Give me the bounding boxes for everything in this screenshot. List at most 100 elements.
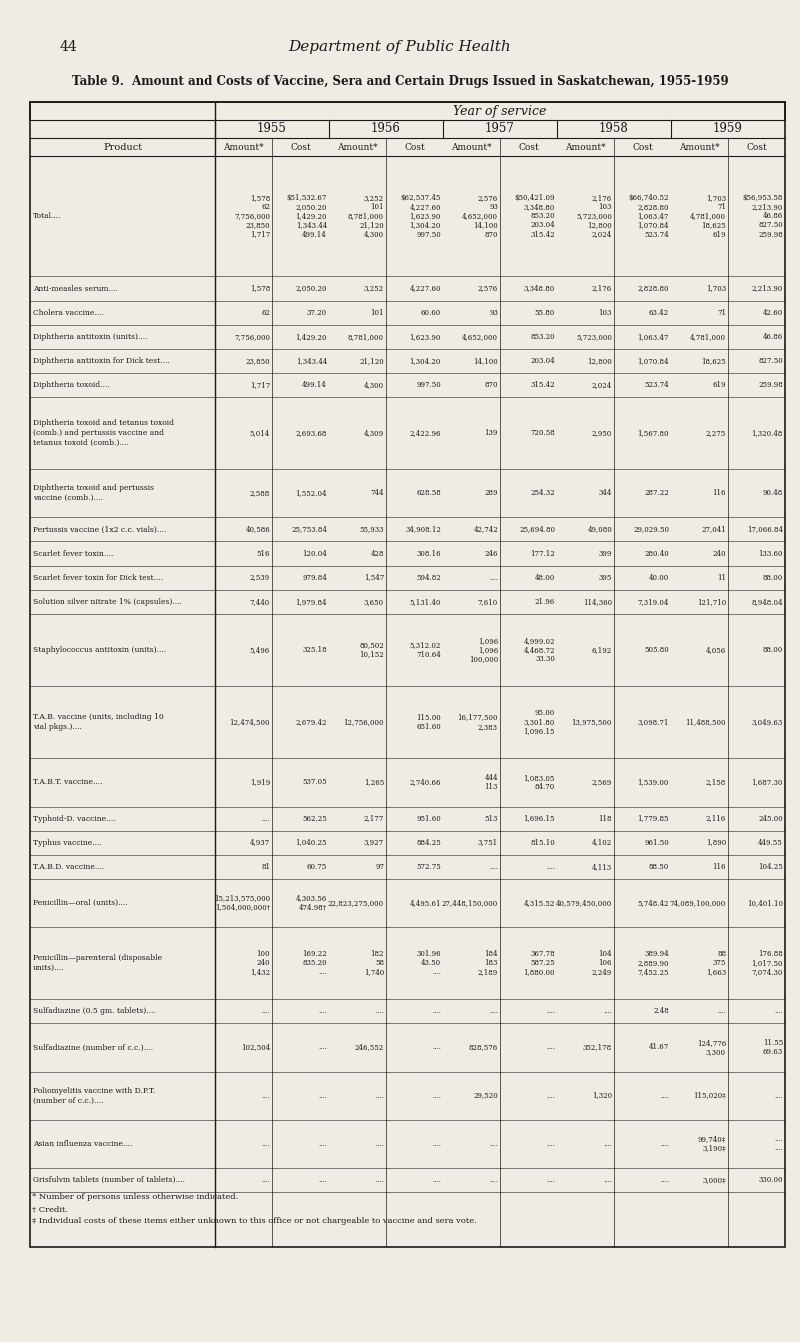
Text: 3,751: 3,751: [478, 839, 498, 847]
Text: 3,650: 3,650: [364, 597, 384, 605]
Text: 42,742: 42,742: [474, 526, 498, 533]
Text: 12,474,500: 12,474,500: [230, 718, 270, 726]
Text: 5,496: 5,496: [250, 646, 270, 654]
Text: 1,567.80: 1,567.80: [638, 429, 669, 437]
Text: 90.48: 90.48: [762, 490, 783, 498]
Text: ....: ....: [489, 1139, 498, 1147]
Text: ....: ....: [261, 1091, 270, 1099]
Text: 516: 516: [257, 549, 270, 557]
Text: 27,448,150,000: 27,448,150,000: [442, 899, 498, 907]
Text: 2,576: 2,576: [478, 285, 498, 293]
Text: Cost: Cost: [746, 142, 767, 152]
Text: 1956: 1956: [371, 122, 401, 136]
Text: 16,177,500
2,383: 16,177,500 2,383: [458, 714, 498, 731]
Text: 594.82: 594.82: [416, 573, 441, 581]
Text: 4,300: 4,300: [364, 381, 384, 389]
Text: 7,756,000: 7,756,000: [234, 333, 270, 341]
Text: Department of Public Health: Department of Public Health: [289, 40, 511, 54]
Text: 7,440: 7,440: [250, 597, 270, 605]
Text: 11.55
69.63: 11.55 69.63: [762, 1039, 783, 1056]
Text: T.A.B.D. vaccine....: T.A.B.D. vaccine....: [33, 863, 104, 871]
Text: Scarlet fever toxin for Dick test....: Scarlet fever toxin for Dick test....: [33, 573, 163, 581]
Text: 1,070.84: 1,070.84: [638, 357, 669, 365]
Text: 827.50: 827.50: [758, 357, 783, 365]
Text: 12,800: 12,800: [587, 357, 612, 365]
Text: 2,679.42: 2,679.42: [295, 718, 327, 726]
Text: 2,158: 2,158: [706, 778, 726, 786]
Text: Typhoid-D. vaccine....: Typhoid-D. vaccine....: [33, 815, 116, 823]
Text: ‡ Individual costs of these items either unknown to this office or not chargeabl: ‡ Individual costs of these items either…: [32, 1217, 477, 1225]
Text: 389.94
2,889.90
7,452.25: 389.94 2,889.90 7,452.25: [638, 950, 669, 977]
Text: 2,828.80: 2,828.80: [638, 285, 669, 293]
Text: 3,927: 3,927: [364, 839, 384, 847]
Text: 1,096
1,096
100,000: 1,096 1,096 100,000: [469, 636, 498, 663]
Text: 280.40: 280.40: [644, 549, 669, 557]
Text: 4,315.52: 4,315.52: [524, 899, 555, 907]
Text: 93: 93: [489, 309, 498, 317]
Text: $51,532.67
2,050.20
1,429.20
1,343.44
499.14: $51,532.67 2,050.20 1,429.20 1,343.44 49…: [286, 193, 327, 239]
Text: 4,937: 4,937: [250, 839, 270, 847]
Text: 4,495.61: 4,495.61: [410, 899, 441, 907]
Text: 344: 344: [598, 490, 612, 498]
Text: 133.60: 133.60: [758, 549, 783, 557]
Text: 395: 395: [598, 573, 612, 581]
Text: 97: 97: [375, 863, 384, 871]
Text: 115.00
651.60: 115.00 651.60: [416, 714, 441, 731]
Text: 40.00: 40.00: [649, 573, 669, 581]
Text: 330.00: 330.00: [758, 1176, 783, 1184]
Text: 4,303.56
474.98†: 4,303.56 474.98†: [296, 894, 327, 911]
Text: 60.75: 60.75: [306, 863, 327, 871]
Text: 1958: 1958: [599, 122, 629, 136]
Text: 1,083.05
84.70: 1,083.05 84.70: [524, 774, 555, 790]
Text: Table 9.  Amount and Costs of Vaccine, Sera and Certain Drugs Issued in Saskatch: Table 9. Amount and Costs of Vaccine, Se…: [72, 75, 728, 89]
Text: 37.20: 37.20: [307, 309, 327, 317]
Text: 182
58
1,740: 182 58 1,740: [364, 950, 384, 977]
Text: 63.42: 63.42: [649, 309, 669, 317]
Text: ....: ....: [489, 1176, 498, 1184]
Text: 95.00
3,301.80
1,096.15: 95.00 3,301.80 1,096.15: [523, 709, 555, 735]
Text: ....: ....: [375, 1139, 384, 1147]
Text: 25,753.84: 25,753.84: [291, 526, 327, 533]
Text: 1,779.85: 1,779.85: [638, 815, 669, 823]
Text: $62,537.45
4,227.60
1,623.90
1,304.20
997.50: $62,537.45 4,227.60 1,623.90 1,304.20 99…: [401, 193, 441, 239]
Text: 399: 399: [598, 549, 612, 557]
Text: Amount*: Amount*: [337, 142, 378, 152]
Text: Diphtheria toxoid....: Diphtheria toxoid....: [33, 381, 110, 389]
Text: 3,252: 3,252: [364, 285, 384, 293]
Text: 11,488,500: 11,488,500: [686, 718, 726, 726]
Text: 4,113: 4,113: [592, 863, 612, 871]
Text: ....: ....: [261, 1139, 270, 1147]
Text: Amount*: Amount*: [223, 142, 264, 152]
Text: 41.67: 41.67: [649, 1044, 669, 1051]
Text: 5,723,000: 5,723,000: [576, 333, 612, 341]
Text: ....: ....: [375, 1176, 384, 1184]
Text: 29,029.50: 29,029.50: [633, 526, 669, 533]
Text: 5,748.42: 5,748.42: [638, 899, 669, 907]
Text: ....: ....: [603, 1139, 612, 1147]
Text: ....: ....: [432, 1139, 441, 1147]
Text: 259.98: 259.98: [758, 381, 783, 389]
Text: 3,098.71: 3,098.71: [638, 718, 669, 726]
Text: T.A.B. vaccine (units, including 10
vial pkgs.)....: T.A.B. vaccine (units, including 10 vial…: [33, 714, 164, 731]
Text: 2,176: 2,176: [592, 285, 612, 293]
Text: 853.20: 853.20: [530, 333, 555, 341]
Text: 1,687.30: 1,687.30: [752, 778, 783, 786]
Text: Amount*: Amount*: [451, 142, 492, 152]
Text: 99,740‡
3,190‡: 99,740‡ 3,190‡: [698, 1135, 726, 1153]
Text: 1,539.00: 1,539.00: [638, 778, 669, 786]
Text: 1,429.20: 1,429.20: [295, 333, 327, 341]
Text: 7,610: 7,610: [478, 597, 498, 605]
Text: 3,348.80: 3,348.80: [524, 285, 555, 293]
Text: Solution silver nitrate 1% (capsules)....: Solution silver nitrate 1% (capsules)...…: [33, 597, 182, 605]
Text: 5,312.02
710.64: 5,312.02 710.64: [410, 641, 441, 659]
Text: 2,177: 2,177: [364, 815, 384, 823]
Text: ....: ....: [318, 1008, 327, 1016]
Text: ....: ....: [489, 863, 498, 871]
Text: 88.00: 88.00: [762, 646, 783, 654]
Text: 979.84: 979.84: [302, 573, 327, 581]
Text: T.A.B.T. vaccine....: T.A.B.T. vaccine....: [33, 778, 102, 786]
Text: 40,586: 40,586: [246, 526, 270, 533]
Text: 1957: 1957: [485, 122, 515, 136]
Text: 1,320: 1,320: [592, 1091, 612, 1099]
Text: 203.04: 203.04: [530, 357, 555, 365]
